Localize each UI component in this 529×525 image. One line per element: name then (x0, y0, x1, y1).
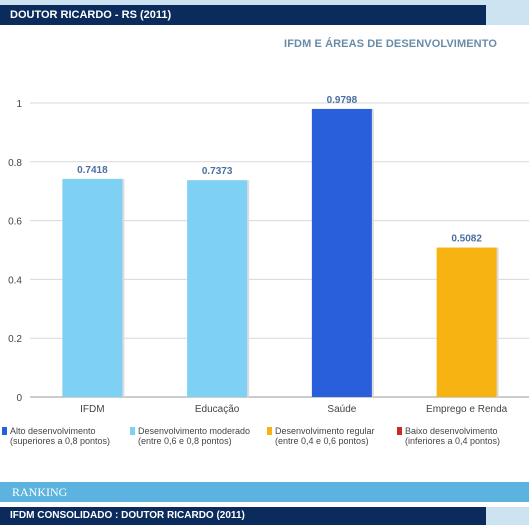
legend: Alto desenvolvimento (superiores a 0,8 p… (0, 426, 529, 450)
x-tick-label: Emprego e Renda (426, 404, 508, 415)
data-label: 0.9798 (327, 95, 358, 106)
y-tick-label: 0 (16, 393, 22, 404)
data-label: 0.7373 (202, 166, 233, 177)
legend-label: Desenvolvimento regular (275, 426, 375, 436)
legend-label: Alto desenvolvimento (10, 426, 96, 436)
top-strip (0, 0, 529, 5)
y-tick-label: 0.8 (8, 158, 22, 169)
y-tick-label: 0.4 (8, 275, 22, 286)
legend-range: (superiores a 0,8 pontos) (10, 436, 111, 446)
legend-swatch-alto (2, 427, 7, 435)
legend-swatch-moderado (130, 427, 135, 435)
legend-label: Baixo desenvolvimento (405, 426, 498, 436)
legend-swatch-regular (267, 427, 272, 435)
bar (436, 247, 497, 397)
x-tick-label: Saúde (327, 404, 356, 415)
y-tick-label: 0.2 (8, 334, 22, 345)
legend-swatch-baixo (397, 427, 402, 435)
bar (187, 180, 248, 397)
chart-title: IFDM E ÁREAS DE DESENVOLVIMENTO (284, 38, 497, 50)
title-bar-accent (486, 5, 529, 25)
bar-chart: 0 0.2 0.4 0.6 0.8 1 0.7418 IFDM 0.7373 Educação 0.… (8, 95, 529, 415)
x-tick-label: Educação (195, 404, 240, 415)
legend-range: (entre 0,4 e 0,6 pontos) (275, 436, 369, 446)
legend-range: (entre 0,6 e 0,8 pontos) (138, 436, 232, 446)
sub-header: IFDM CONSOLIDADO : DOUTOR RICARDO (2011) (0, 507, 486, 525)
y-tick-label: 1 (16, 99, 22, 110)
data-label: 0.5082 (451, 234, 482, 245)
y-tick-label: 0.6 (8, 217, 22, 228)
bar (62, 178, 123, 397)
legend-range: (inferiores a 0,4 pontos) (405, 436, 501, 446)
x-tick-label: IFDM (80, 404, 104, 415)
ranking-header: RANKING (0, 482, 529, 502)
sub-bar-accent (486, 507, 529, 525)
data-label: 0.7418 (77, 165, 108, 176)
legend-label: Desenvolvimento moderado (138, 426, 251, 436)
page-title: DOUTOR RICARDO - RS (2011) (0, 5, 486, 25)
bar (311, 108, 372, 398)
